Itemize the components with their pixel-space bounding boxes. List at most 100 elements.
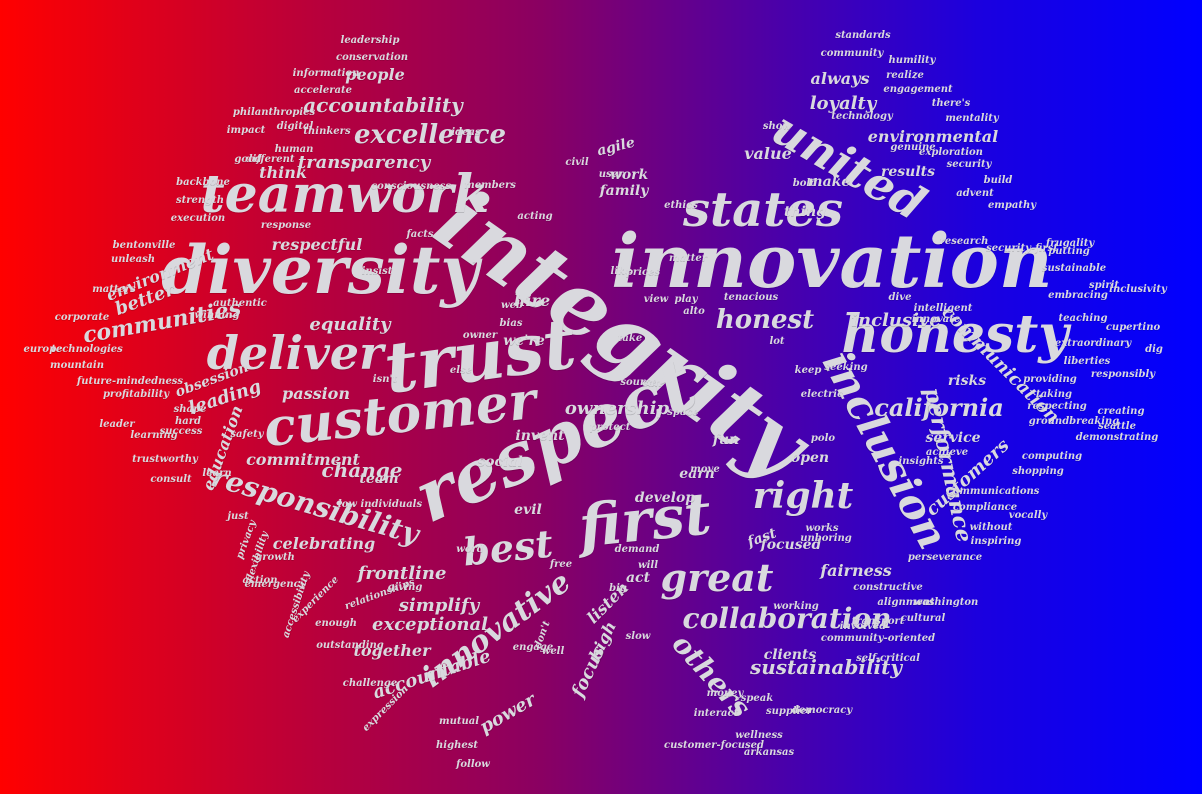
cloud-word-computing: computing	[1021, 451, 1083, 462]
cloud-word-groundbreaking: groundbreaking	[1028, 416, 1120, 427]
cloud-word-supplier: supplier	[765, 706, 813, 717]
cloud-word-community: community	[820, 48, 884, 59]
cloud-word-responsibly: responsibly	[1090, 369, 1156, 380]
cloud-word-standards: standards	[835, 30, 891, 41]
cloud-word-profitability: profitability	[102, 389, 170, 400]
cloud-word-corporate: corporate	[54, 312, 110, 323]
cloud-word-there-s: there's	[931, 98, 971, 109]
cloud-word-winning: winning	[194, 310, 240, 321]
cloud-word-providing: providing	[1023, 374, 1077, 385]
cloud-word-evil: evil	[514, 502, 542, 518]
cloud-word-cupertino: cupertino	[1105, 322, 1161, 333]
cloud-word-inclusive: inclusive	[851, 310, 941, 331]
cloud-word-great: great	[660, 555, 774, 600]
cloud-word-hard: hard	[174, 416, 202, 427]
cloud-word-build: build	[983, 175, 1013, 186]
cloud-word-we-re: we're	[503, 333, 545, 349]
cloud-word-communications: communications	[946, 486, 1040, 497]
cloud-word-unboring: unboring	[800, 533, 852, 544]
cloud-word-exceptional: exceptional	[372, 614, 488, 635]
cloud-word-ethics: ethics	[664, 200, 698, 211]
cloud-word-results: results	[880, 164, 936, 180]
cloud-word-human: human	[274, 144, 314, 155]
cloud-word-ideas: ideas	[451, 127, 481, 138]
cloud-word-keep: keep	[794, 365, 822, 376]
cloud-word-owner: owner	[462, 330, 498, 341]
cloud-word-conservation: conservation	[336, 52, 408, 63]
cloud-word-bentonville: bentonville	[112, 240, 176, 251]
cloud-word-security: security	[946, 159, 992, 170]
cloud-word-outstanding: outstanding	[316, 640, 384, 651]
cloud-word-achieve: achieve	[925, 447, 969, 458]
cloud-word-compliance: compliance	[952, 502, 1018, 513]
cloud-word-vocally: vocally	[1008, 510, 1048, 521]
cloud-word-action: action	[242, 575, 278, 586]
cloud-word-community-oriented: community-oriented	[820, 633, 936, 644]
cloud-word-like: like	[610, 266, 632, 277]
cloud-word-different: different	[245, 154, 295, 165]
cloud-word-bold: bold	[792, 178, 818, 189]
cloud-word-alto: alto	[683, 306, 705, 317]
cloud-word-hire: hire	[513, 291, 551, 310]
cloud-word-sustainable: sustainable	[1041, 263, 1107, 274]
cloud-word-work: work	[609, 167, 649, 183]
cloud-word-tenacious: tenacious	[723, 292, 779, 303]
cloud-word-extraordinary: extraordinary	[1054, 338, 1132, 349]
cloud-word-acting: acting	[517, 211, 553, 222]
cloud-word-alignment: alignment	[877, 597, 935, 608]
cloud-word-view: view	[643, 294, 669, 305]
cloud-word-execution: execution	[170, 213, 226, 224]
cloud-word-consult: consult	[150, 474, 192, 485]
cloud-word-future-mindedness: future-mindedness	[76, 376, 184, 387]
cloud-word-highest: highest	[436, 740, 478, 751]
cloud-word-act: act	[625, 570, 651, 586]
cloud-word-honest: honest	[715, 305, 815, 335]
cloud-word-social: social	[477, 454, 523, 470]
cloud-word-service: service	[925, 430, 981, 446]
cloud-word-authentic: authentic	[213, 298, 267, 309]
cloud-word-engage: engage	[512, 642, 554, 653]
cloud-word-earn: earn	[679, 466, 715, 482]
cloud-word-slow: slow	[625, 631, 651, 642]
cloud-word-collaboration: collaboration	[682, 602, 892, 635]
cloud-word-success: success	[159, 426, 203, 437]
cloud-word-works: works	[805, 523, 839, 534]
cloud-word-right: right	[752, 475, 854, 517]
cloud-word-learn: learn	[202, 468, 232, 479]
cloud-word-diversity: diversity	[161, 231, 479, 309]
cloud-word-involved: involved	[839, 621, 887, 632]
cloud-word-democracy: democracy	[791, 705, 853, 716]
cloud-word-leader: leader	[99, 419, 135, 430]
cloud-word-accountability: accountability	[303, 93, 463, 117]
cloud-word-loyalty: loyalty	[809, 93, 877, 114]
cloud-word-bias: bias	[499, 318, 523, 329]
cloud-word-family: family	[599, 183, 649, 199]
cloud-word-emergency: emergency	[244, 579, 306, 590]
cloud-word-security-first: security-first	[986, 243, 1058, 254]
cloud-word-lot: lot	[769, 336, 785, 347]
cloud-word-good: good	[234, 154, 262, 165]
cloud-word-washington: washington	[913, 597, 979, 608]
cloud-word-fun: fun	[712, 432, 740, 448]
cloud-word-teaching: teaching	[1058, 313, 1108, 324]
cloud-word-shopping: shopping	[1012, 466, 1064, 477]
cloud-word-will: will	[637, 560, 659, 571]
cloud-word-innovation: innovation	[611, 219, 1053, 305]
cloud-word-enough: enough	[315, 618, 357, 629]
cloud-word-europe: europe	[23, 344, 63, 355]
cloud-word-always: always	[810, 69, 870, 88]
cloud-word-speak: speak	[740, 693, 774, 704]
cloud-word-putting: putting	[1048, 246, 1090, 257]
cloud-word-advent: advent	[956, 188, 994, 199]
cloud-word-polo: polo	[810, 433, 836, 444]
cloud-word-shape: shape	[173, 404, 207, 415]
cloud-word-word: word	[456, 544, 484, 555]
cloud-word-trustworthy: trustworthy	[132, 454, 198, 465]
cloud-word-user: user	[598, 169, 624, 180]
cloud-word-impact: impact	[226, 125, 266, 136]
cloud-word-people: people	[345, 65, 405, 84]
cloud-word-civil: civil	[565, 157, 589, 168]
cloud-word-taking: taking	[1035, 389, 1073, 400]
cloud-word-learning: learning	[130, 430, 178, 441]
cloud-word-frugality: frugality	[1045, 238, 1095, 249]
